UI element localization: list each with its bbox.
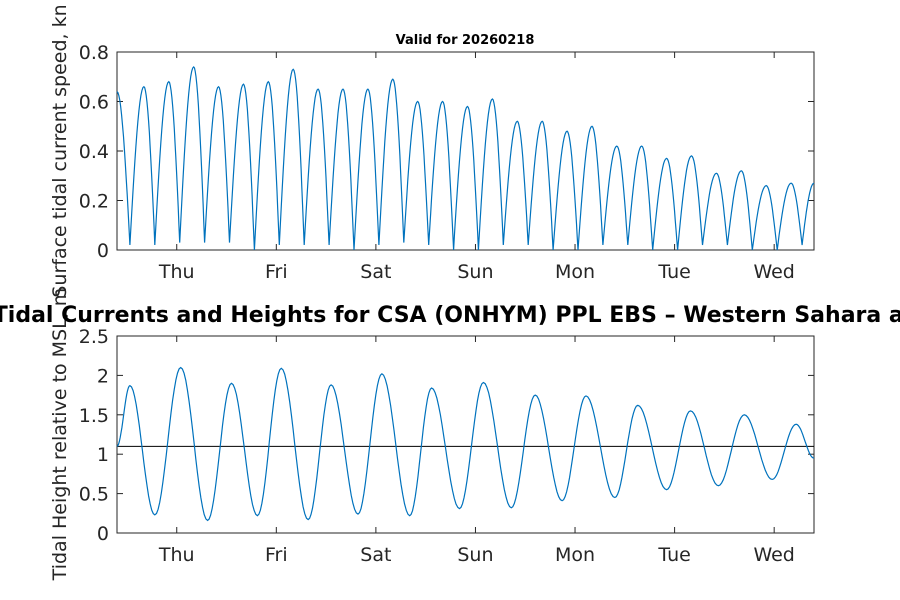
current-speed-ytick-label: 0.2 (79, 191, 109, 213)
current-speed-ytick-label: 0.8 (79, 42, 109, 64)
tidal-height-xtick-label: Sun (457, 544, 493, 566)
tidal-height-plot-area (116, 335, 815, 534)
tidal-height-xtick-label: Sat (360, 544, 391, 566)
current-speed-ytick-label: 0 (97, 240, 109, 262)
tidal-height-series-line (116, 366, 815, 522)
current-speed-xtick-label: Wed (753, 261, 794, 283)
current-speed-xtick-label: Sat (360, 261, 391, 283)
tidal-height-xtick-label: Tue (657, 544, 690, 566)
tidal-height-ytick-label: 1.5 (79, 405, 109, 427)
figure-main-title: Tidal Currents and Heights for CSA (ONHY… (0, 303, 900, 328)
tidal-height-chart: 0 0.5 1 1.5 2 2.5 Thu Fri Sat Sun Mon Tue Wed Tidal… (49, 288, 815, 582)
current-speed-xtick-label: Mon (555, 261, 595, 283)
tidal-height-xtick-label: Fri (265, 544, 288, 566)
tidal-height-ytick-label: 2 (97, 365, 109, 387)
current-speed-series-line (116, 65, 815, 251)
current-speed-plot-area (116, 51, 815, 251)
tidal-height-ytick-label: 0.5 (79, 484, 109, 506)
tidal-height-xtick-label: Wed (753, 544, 794, 566)
tidal-height-xtick-label: Thu (158, 544, 195, 566)
current-speed-chart: 0 0.2 0.4 0.6 0.8 Thu Fri Sat Sun Mon Tue Wed Vali… (49, 4, 815, 298)
current-speed-xtick-label: Thu (158, 261, 195, 283)
current-speed-xtick-label: Sun (457, 261, 493, 283)
tidal-height-ylabel: Tidal Height relative to MSL, m (49, 288, 71, 582)
current-speed-xtick-label: Fri (265, 261, 288, 283)
tidal-height-ytick-label: 1 (97, 444, 109, 466)
current-speed-xtick-label: Tue (657, 261, 690, 283)
tidal-height-ytick-label: 0 (97, 523, 109, 545)
current-speed-ytick-label: 0.6 (79, 92, 109, 114)
current-speed-ylabel: Surface tidal current speed, kn (49, 4, 71, 297)
current-speed-chart-title: Valid for 20260218 (396, 33, 535, 48)
tidal-height-ytick-label: 2.5 (79, 326, 109, 348)
current-speed-ytick-label: 0.4 (79, 141, 109, 163)
tidal-height-xtick-label: Mon (555, 544, 595, 566)
